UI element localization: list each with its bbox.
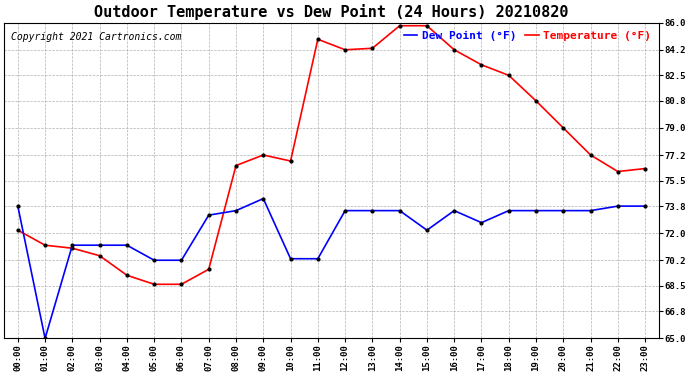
Title: Outdoor Temperature vs Dew Point (24 Hours) 20210820: Outdoor Temperature vs Dew Point (24 Hou… <box>95 4 569 20</box>
Legend: Dew Point (°F), Temperature (°F): Dew Point (°F), Temperature (°F) <box>402 28 653 43</box>
Text: Copyright 2021 Cartronics.com: Copyright 2021 Cartronics.com <box>11 32 181 42</box>
